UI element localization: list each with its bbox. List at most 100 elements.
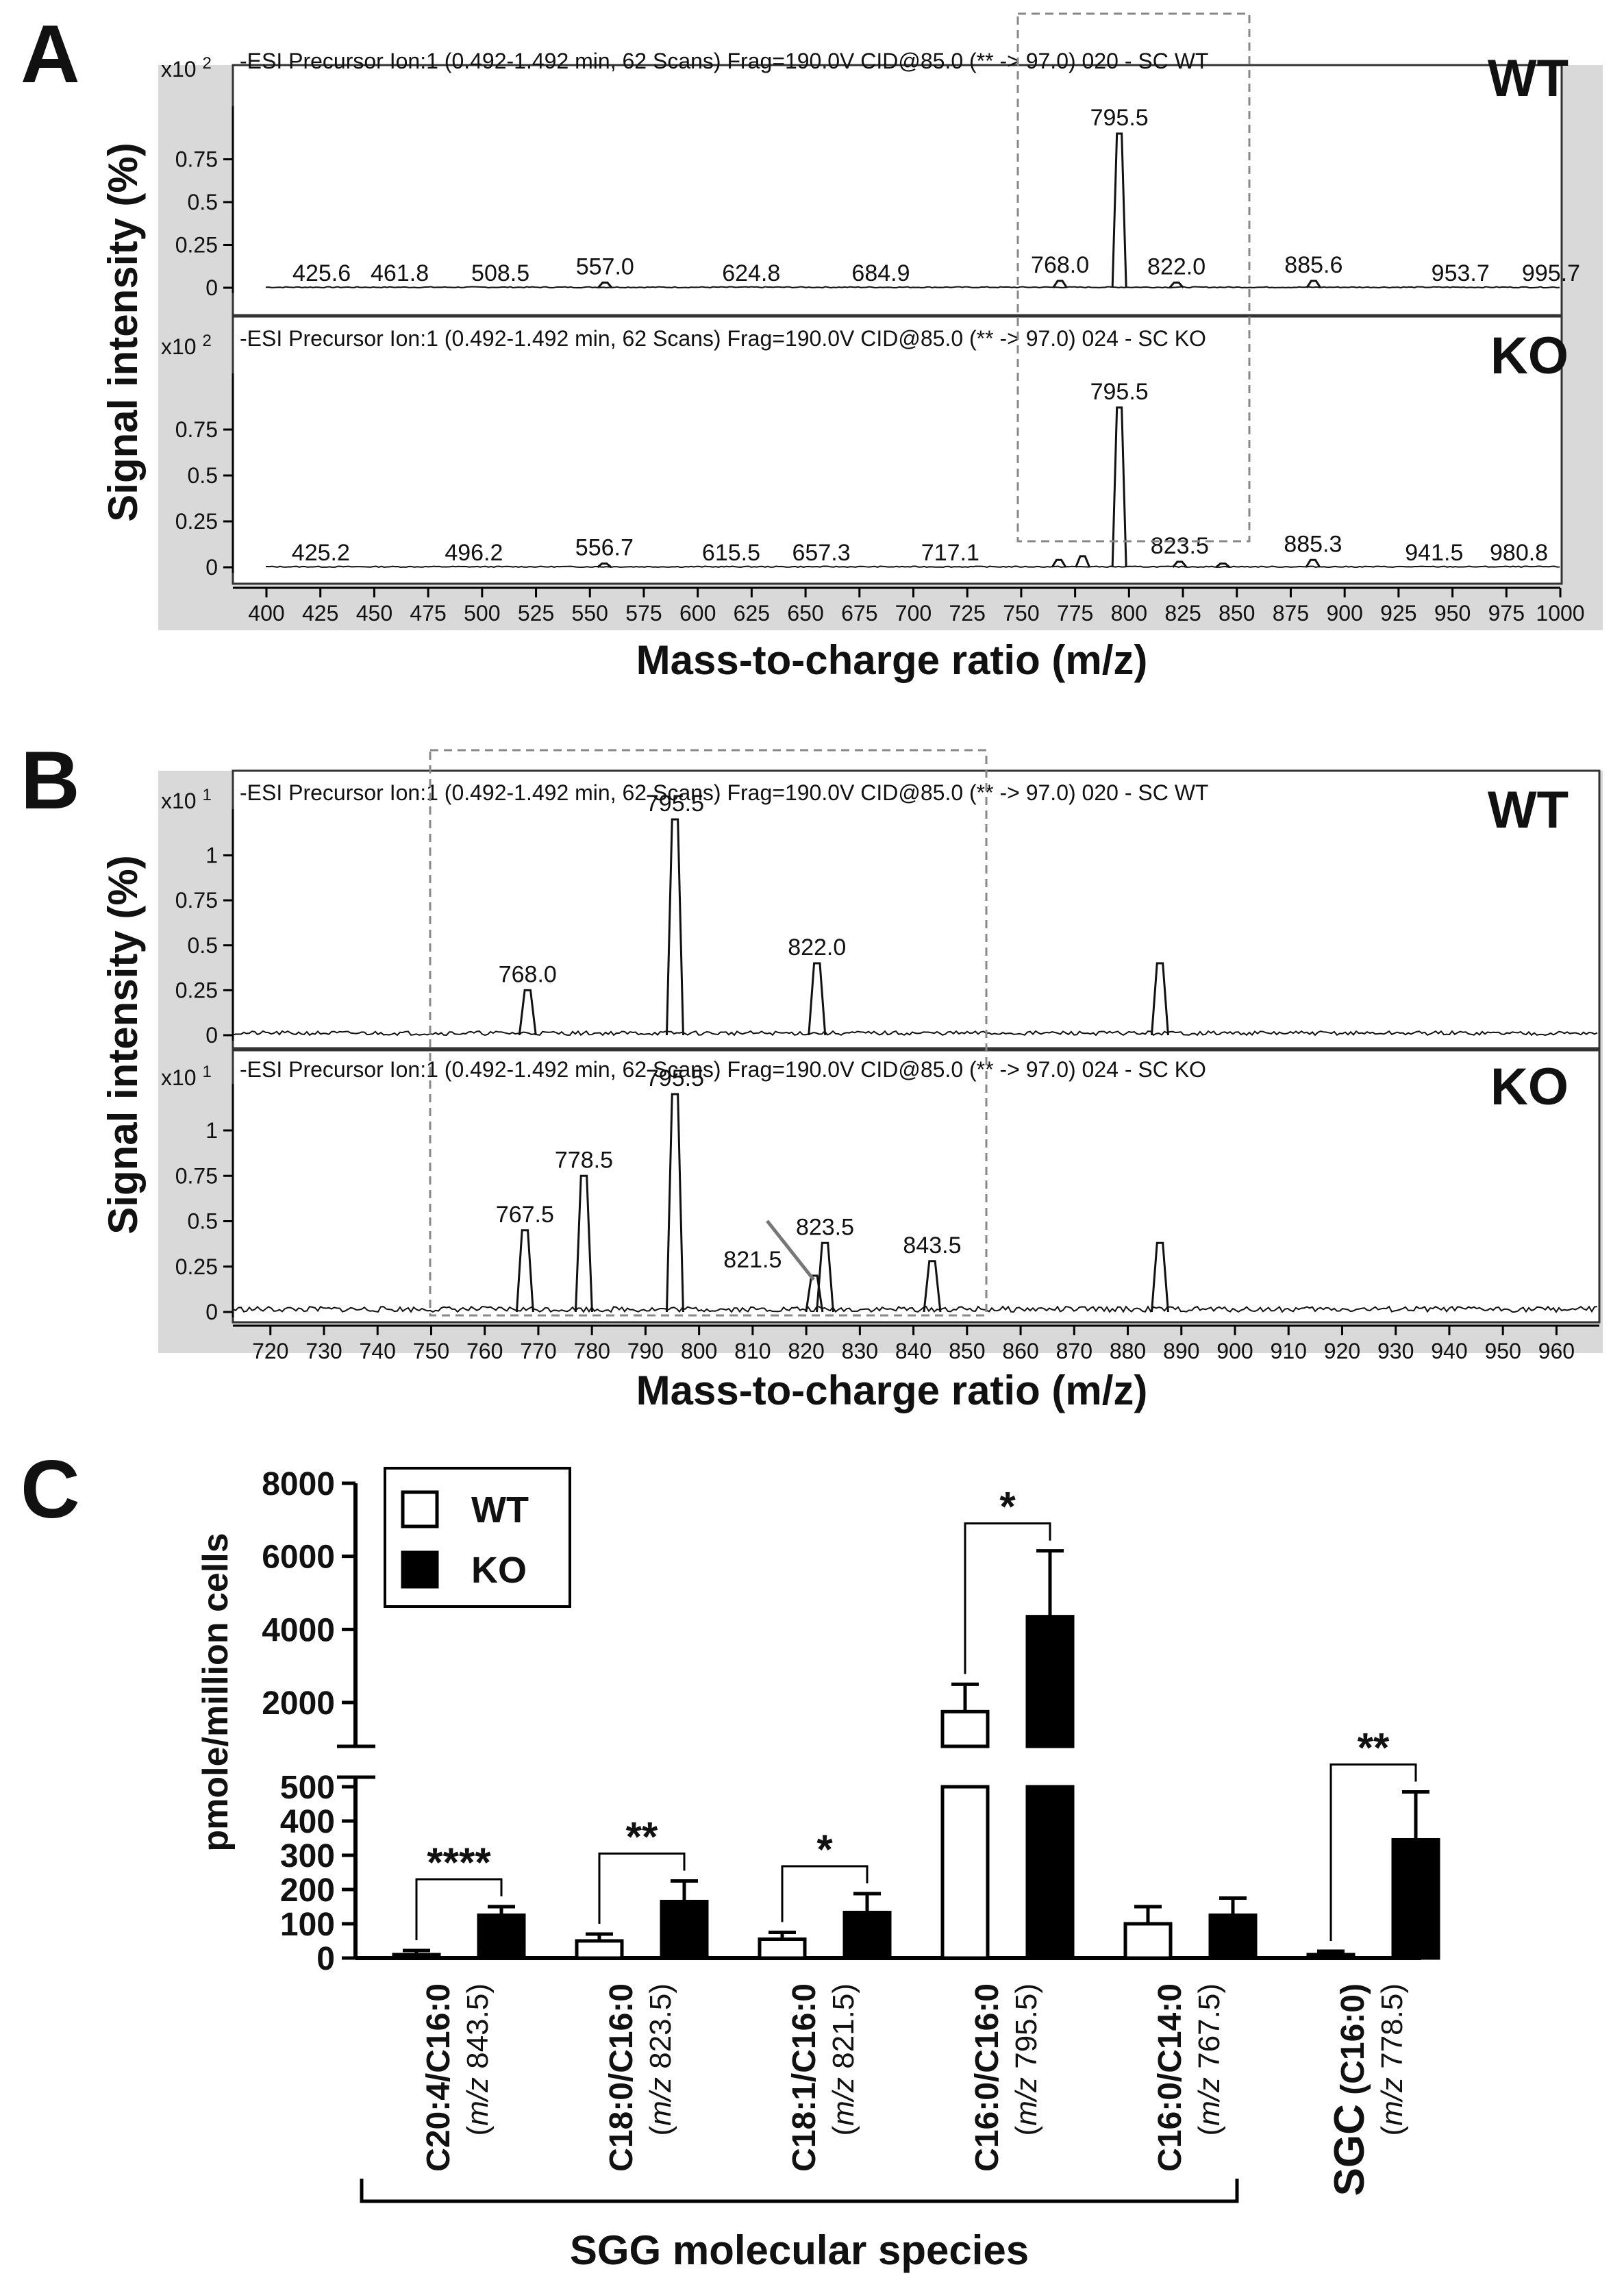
spectrum-header: -ESI Precursor Ion:1 (0.492-1.492 min, 6…	[240, 780, 1208, 805]
y-tick-label-c: 8000	[262, 1466, 335, 1502]
bar-wt-c18-1-c16-0	[758, 1937, 807, 1960]
y-tick-label: 1	[205, 1118, 218, 1143]
peak-label-995-7: 995.7	[1522, 260, 1580, 286]
group-label: SGG molecular species	[570, 2227, 1029, 2273]
x-tick-label: 890	[1163, 1339, 1199, 1363]
x-tick-label: 820	[788, 1339, 824, 1363]
x-tick-label: 825	[1164, 601, 1201, 626]
peak-823-5	[1172, 560, 1188, 568]
y-tick-label: 0.75	[175, 888, 218, 913]
x-tick-label: 700	[895, 601, 932, 626]
x-axis-title-b: Mass-to-charge ratio (m/z)	[636, 1367, 1148, 1413]
x-tick-label: 880	[1110, 1339, 1146, 1363]
x-tick-label: 870	[1056, 1339, 1092, 1363]
y-tick-label-c: 2000	[262, 1685, 335, 1722]
y-tick-label: 0.25	[175, 233, 218, 258]
sig-marker-c20-4-c16-0: ****	[427, 1840, 491, 1885]
mass-spectrum-ko-a: -ESI Precursor Ion:1 (0.492-1.492 min, 6…	[161, 326, 1569, 580]
x-tick-label: 400	[248, 601, 284, 626]
y-tick-label-c: 0	[316, 1941, 335, 1977]
peak-label-941-5: 941.5	[1405, 540, 1463, 566]
peak-885-3	[1305, 558, 1321, 568]
peak-767-5	[1051, 558, 1067, 568]
y-axis-title-b: Signal intensity (%)	[100, 855, 146, 1234]
y-tick-label-c: 500	[280, 1770, 335, 1806]
x-tick-label: 950	[1484, 1339, 1521, 1363]
peak-778-5	[1075, 555, 1091, 568]
sig-marker-c18-0-c16-0: **	[626, 1814, 658, 1860]
y-tick-label: 1	[205, 843, 218, 868]
y-tick-label: 0	[205, 1300, 218, 1324]
bar-wt-sgc	[1306, 1953, 1356, 1960]
group-bracket	[360, 2179, 1239, 2203]
mz-label-c18-1-c16-0: (m/z 821.5)	[827, 1983, 860, 2136]
x-tick-label: 800	[1111, 601, 1147, 626]
peak-778-5	[574, 1174, 593, 1313]
peak-795-5	[665, 1093, 684, 1313]
peak-label-425-6: 425.6	[292, 260, 351, 286]
x-tick-label: 900	[1326, 601, 1362, 626]
y-tick-label: 0.75	[175, 147, 218, 172]
sig-marker-c18-1-c16-0: *	[816, 1826, 833, 1872]
condition-label-wt: WT	[1488, 781, 1569, 839]
peak-886	[1150, 1241, 1169, 1313]
peak-886	[1150, 962, 1169, 1036]
y-tick-label: 0.25	[175, 978, 218, 1002]
category-label-c16-0-c16-0: C16:0/C16:0	[969, 1983, 1005, 2172]
bar-wt-c20-4-c16-0	[392, 1953, 441, 1960]
mz-label-sgc: (m/z 778.5)	[1375, 1983, 1409, 2136]
x-tick-label: 940	[1431, 1339, 1467, 1363]
x-axis-b: 720 730 740 750 760 770 780 790 800 810 820 830 840 8…	[233, 1324, 1599, 1363]
mass-spectrum-ko-b: -ESI Precursor Ion:1 (0.492-1.492 min, 6…	[161, 1057, 1598, 1324]
spectrum-baseline	[232, 1030, 1598, 1037]
panel-label-a: A	[21, 8, 80, 100]
peak-label-885-6: 885.6	[1284, 252, 1342, 278]
y-tick-label: 0	[205, 275, 218, 300]
x-tick-label: 800	[681, 1339, 717, 1363]
spectrum-header: -ESI Precursor Ion:1 (0.492-1.492 min, 6…	[240, 1057, 1206, 1082]
category-label-c18-1-c16-0: C18:1/C16:0	[786, 1983, 823, 2172]
panel-a: A -ESI Precursor Ion:1 (0.492-1.492 min,…	[21, 8, 1603, 683]
x-tick-label: 500	[464, 601, 500, 626]
y-tick-label: 0	[205, 555, 218, 580]
x-tick-label: 425	[302, 601, 338, 626]
bar-ko-c16-0-c16-0-lower	[1025, 1785, 1075, 1960]
peak-label-823-5: 823.5	[1151, 533, 1209, 559]
peak-843-5	[1215, 562, 1231, 569]
spectrum-baseline	[266, 286, 1560, 289]
peak-label-624-8: 624.8	[722, 260, 780, 286]
x-axis-a: 400 425 450 475 500 525 550 575 600 625 650 675 700 7…	[233, 586, 1585, 626]
bar-wt-c16-0-c16-0-lower	[940, 1785, 990, 1960]
annotation-pointer-821-5	[766, 1219, 815, 1281]
mass-spectrum-wt-a: -ESI Precursor Ion:1 (0.492-1.492 min, 6…	[161, 49, 1580, 300]
peak-821-5	[805, 1274, 824, 1313]
x-tick-label: 730	[305, 1339, 342, 1363]
peak-label-556-7: 556.7	[575, 535, 634, 561]
x-tick-label: 975	[1488, 601, 1525, 626]
panel-label-b: B	[21, 734, 80, 826]
peak-label-461-8: 461.8	[371, 260, 429, 286]
peak-768	[1052, 280, 1068, 288]
highlight-box-a	[1016, 12, 1251, 543]
x-tick-label: 790	[627, 1339, 664, 1363]
peak-843-5	[923, 1260, 942, 1313]
y-tick-label: 0.5	[188, 463, 218, 488]
bar-ko-c16-0-c16-0	[1025, 1615, 1075, 1748]
y-tick-label: 0.75	[175, 1163, 218, 1188]
y-tick-label-c: 400	[280, 1804, 335, 1840]
peak-823-5	[816, 1241, 834, 1313]
sig-bracket-c20-4-c16-0	[415, 1878, 503, 1940]
y-tick-label-c: 6000	[262, 1539, 335, 1576]
sig-bracket-c16-0-c16-0	[964, 1522, 1051, 1674]
peak-label-823-5: 823.5	[796, 1214, 854, 1240]
peak-label-768-0: 768.0	[1031, 252, 1089, 278]
category-label-c16-0-c14-0: C16:0/C14:0	[1152, 1983, 1188, 2172]
y-tick-label-c: 4000	[262, 1612, 335, 1648]
peak-822	[808, 962, 827, 1036]
peak-label-795-5: 795.5	[646, 1065, 704, 1091]
peak-label-795-5: 795.5	[646, 791, 704, 817]
spectrum-header: -ESI Precursor Ion:1 (0.492-1.492 min, 6…	[240, 49, 1208, 73]
x-tick-label: 750	[413, 1339, 449, 1363]
y-tick-label: 0.25	[175, 509, 218, 534]
